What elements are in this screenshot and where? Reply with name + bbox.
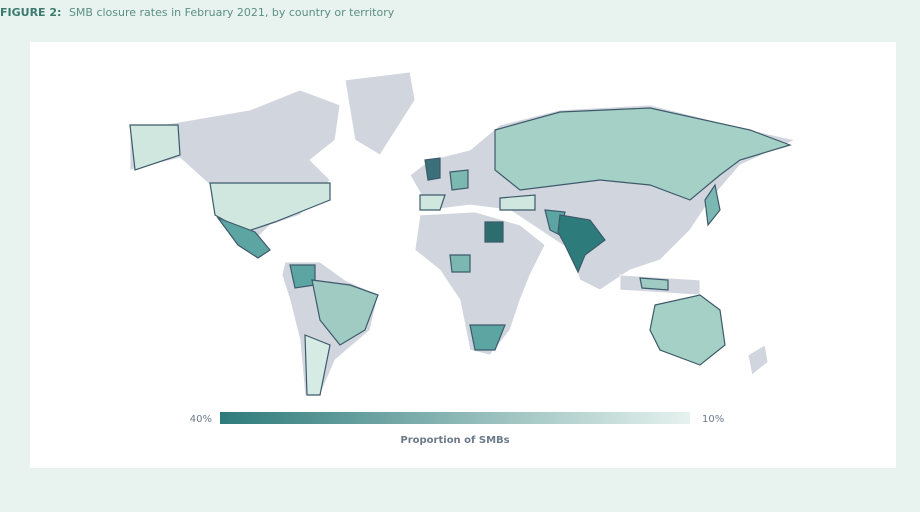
country (209, 182, 331, 233)
country (424, 157, 441, 181)
new-zealand (747, 344, 769, 376)
world-map (129, 71, 797, 396)
legend: Proportion of SMBs 40% 10% (190, 412, 724, 446)
country (639, 277, 669, 291)
scale-tick-label: 10% (702, 414, 724, 425)
country (484, 221, 504, 243)
country (419, 194, 446, 211)
color-scale (220, 412, 690, 424)
country (304, 334, 331, 396)
country (649, 294, 726, 366)
legend-title: Proportion of SMBs (400, 435, 509, 446)
country (129, 124, 181, 171)
country (449, 254, 471, 273)
figure-label: FIGURE 2: (0, 6, 61, 19)
country (216, 216, 271, 259)
country (289, 264, 316, 289)
greenland (344, 71, 416, 156)
africa (414, 211, 546, 356)
country (469, 324, 506, 351)
country (494, 107, 792, 201)
country (311, 279, 379, 346)
country (557, 214, 606, 274)
country (704, 183, 721, 227)
scale-tick-label: 40% (190, 414, 212, 425)
figure-caption: FIGURE 2: SMB closure rates in February … (0, 6, 395, 19)
country (449, 169, 469, 191)
figure-title: SMB closure rates in February 2021, by c… (69, 6, 395, 19)
country (499, 194, 536, 211)
